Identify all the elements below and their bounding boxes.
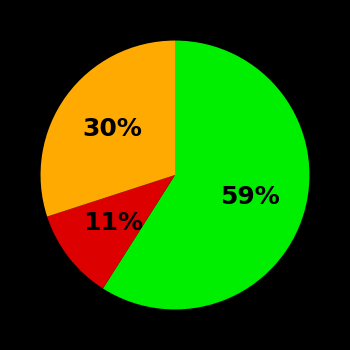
Wedge shape — [41, 41, 175, 217]
Text: 11%: 11% — [83, 211, 144, 235]
Text: 30%: 30% — [82, 117, 142, 141]
Wedge shape — [103, 41, 309, 309]
Wedge shape — [47, 175, 175, 288]
Text: 59%: 59% — [220, 185, 280, 209]
